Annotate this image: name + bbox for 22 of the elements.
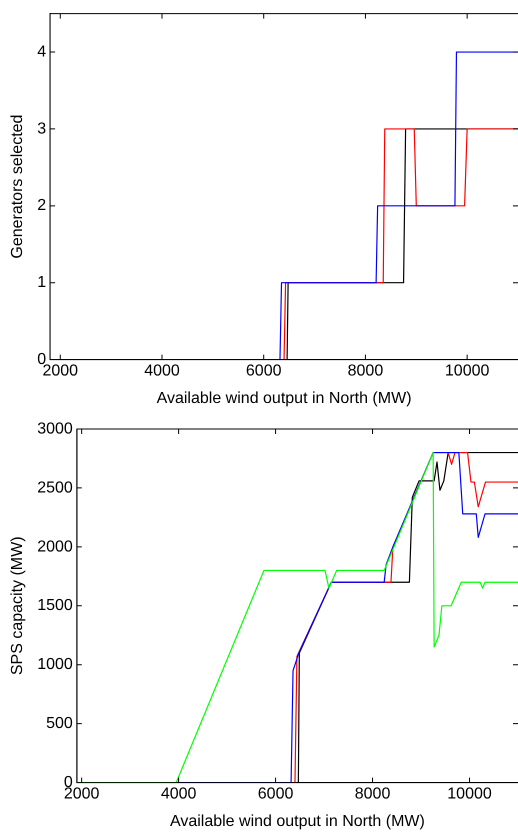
y-tick-label: 3000 bbox=[37, 420, 73, 438]
y-tick-label: 2 bbox=[37, 197, 46, 214]
y-tick-label: 1500 bbox=[37, 597, 73, 614]
y-axis-title: Generators selected bbox=[9, 114, 26, 259]
x-axis-title: Available wind output in North (MW) bbox=[156, 390, 412, 407]
y-tick-label: 2000 bbox=[37, 538, 73, 556]
x-axis-title: Available wind output in North (MW) bbox=[170, 812, 425, 830]
x-tick-label: 6000 bbox=[258, 786, 294, 803]
y-tick-label: 2500 bbox=[37, 479, 73, 496]
x-tick-label: 4000 bbox=[160, 786, 197, 803]
y-tick-label: 1 bbox=[37, 274, 46, 292]
x-tick-label: 8000 bbox=[354, 786, 390, 803]
x-tick-label: 10000 bbox=[444, 362, 490, 380]
x-tick-label: 4000 bbox=[144, 362, 180, 380]
y-tick-label: 3 bbox=[37, 120, 46, 138]
x-tick-label: 10000 bbox=[447, 786, 492, 803]
y-axis-title: SPS capacity (MW) bbox=[9, 536, 26, 676]
x-tick-label: 8000 bbox=[348, 362, 384, 380]
y-tick-label: 4 bbox=[37, 43, 46, 60]
y-tick-label: 500 bbox=[46, 715, 73, 732]
y-tick-label: 1000 bbox=[37, 656, 73, 674]
x-tick-label: 6000 bbox=[246, 362, 282, 380]
